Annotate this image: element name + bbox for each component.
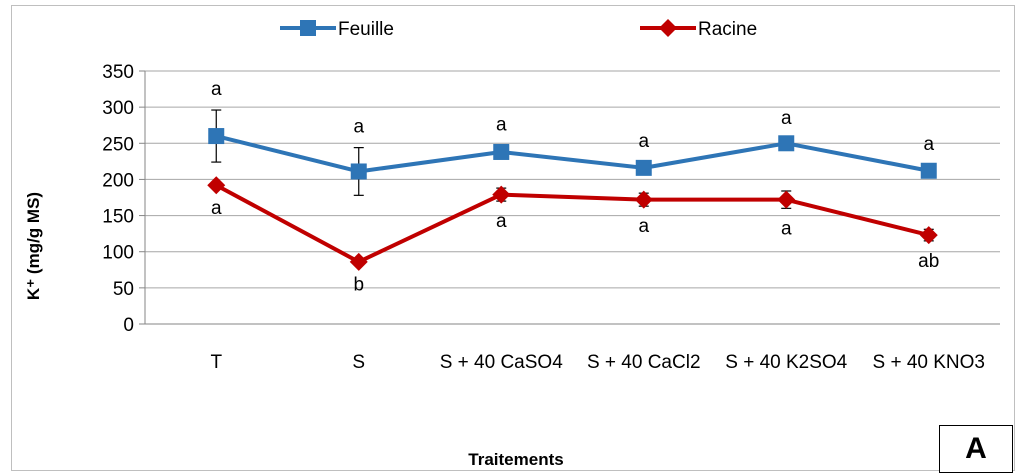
data-point [778, 135, 795, 152]
series-feuille: a a a a a a [208, 79, 937, 196]
x-axis-title: Traitements [468, 450, 563, 469]
y-tick-label: 0 [123, 315, 134, 336]
y-tick-label: 50 [113, 279, 134, 300]
y-tick-label: 200 [102, 170, 134, 191]
y-tick-label: 300 [102, 98, 134, 119]
y-tick-label: 350 [102, 62, 134, 83]
data-point [920, 162, 937, 179]
y-tick-label: 150 [102, 207, 134, 228]
gridlines [145, 70, 1000, 289]
legend-marker [659, 19, 677, 37]
data-point [634, 190, 653, 209]
legend-label: Racine [698, 19, 757, 40]
x-tick-label: T [210, 352, 222, 373]
x-tick-labels: T S S + 40 CaSO4 S + 40 CaCl2 S + 40 K2SO4 S … [210, 352, 985, 373]
data-point [919, 226, 938, 245]
significance-label: a [211, 79, 222, 100]
legend-item-racine: Racine [640, 19, 757, 40]
x-tick-label: S [352, 352, 365, 373]
x-tick-label: S + 40 CaSO4 [440, 352, 563, 373]
significance-label: a [353, 117, 364, 138]
series-line [215, 183, 930, 264]
significance-label: a [496, 114, 507, 135]
legend-item-feuille: Feuille [280, 19, 394, 40]
significance-label: a [781, 108, 792, 129]
significance-label: a [781, 218, 792, 239]
legend-marker [300, 20, 316, 36]
y-tick-label: 100 [102, 243, 134, 264]
chart-frame [11, 5, 1015, 471]
y-axis-title: K⁺ (mg/g MS) [24, 192, 43, 300]
data-point [208, 128, 225, 145]
significance-label: a [638, 216, 649, 237]
significance-label: a [638, 131, 649, 152]
data-point [350, 163, 367, 180]
series-racine: aba a aab [207, 176, 939, 296]
significance-label: a [923, 134, 934, 155]
legend-label: Feuille [338, 19, 394, 40]
data-point [635, 159, 652, 176]
x-tick-label: S + 40 CaCl2 [587, 352, 701, 373]
significance-label: b [353, 275, 364, 296]
x-tick-label: S + 40 KNO3 [873, 352, 985, 373]
legend: Feuille Racine [280, 19, 757, 40]
significance-label: a [211, 198, 222, 219]
data-point [207, 176, 226, 195]
data-point [492, 185, 511, 204]
panel-label: A [939, 425, 1013, 473]
data-point [493, 143, 510, 160]
series-line [215, 134, 930, 174]
significance-label: ab [918, 251, 939, 272]
data-point [777, 190, 796, 209]
y-tick-labels: 0 50 100 150 200 250 300 350 [102, 62, 134, 336]
x-tick-label: S + 40 K2SO4 [725, 352, 847, 373]
significance-label: a [496, 211, 507, 232]
axes [139, 70, 1000, 325]
y-tick-label: 250 [102, 134, 134, 155]
data-point [349, 252, 368, 271]
